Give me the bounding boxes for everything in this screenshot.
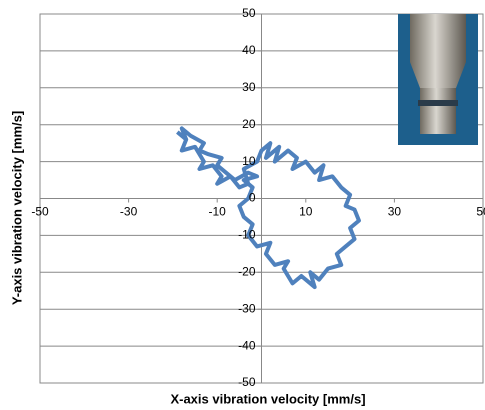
- y-tick-label: 20: [242, 117, 256, 131]
- x-tick-label: 10: [299, 205, 313, 219]
- y-tick-label: 0: [249, 191, 256, 205]
- y-tick-label: 30: [242, 80, 256, 94]
- y-tick-label: -30: [238, 301, 256, 315]
- y-tick-label: 50: [242, 6, 256, 20]
- y-tick-label: -20: [238, 264, 256, 278]
- x-tick-label: -50: [31, 205, 49, 219]
- y-tick-label: 40: [242, 43, 256, 57]
- y-tick-label: -10: [238, 228, 256, 242]
- x-tick-label: -10: [209, 205, 227, 219]
- x-axis-title: X-axis vibration velocity [mm/s]: [170, 391, 365, 406]
- orbit-line: [176, 126, 361, 290]
- y-axis-title: Y-axis vibration velocity [mm/s]: [9, 111, 24, 305]
- x-tick-label: 30: [388, 205, 402, 219]
- y-tick-label: -50: [238, 375, 256, 389]
- x-tick-label: 50: [476, 205, 485, 219]
- y-tick-label: -40: [238, 338, 256, 352]
- inset-photo: [398, 14, 478, 145]
- y-tick-label: 10: [242, 154, 256, 168]
- x-tick-label: -30: [120, 205, 138, 219]
- marks: [176, 126, 361, 290]
